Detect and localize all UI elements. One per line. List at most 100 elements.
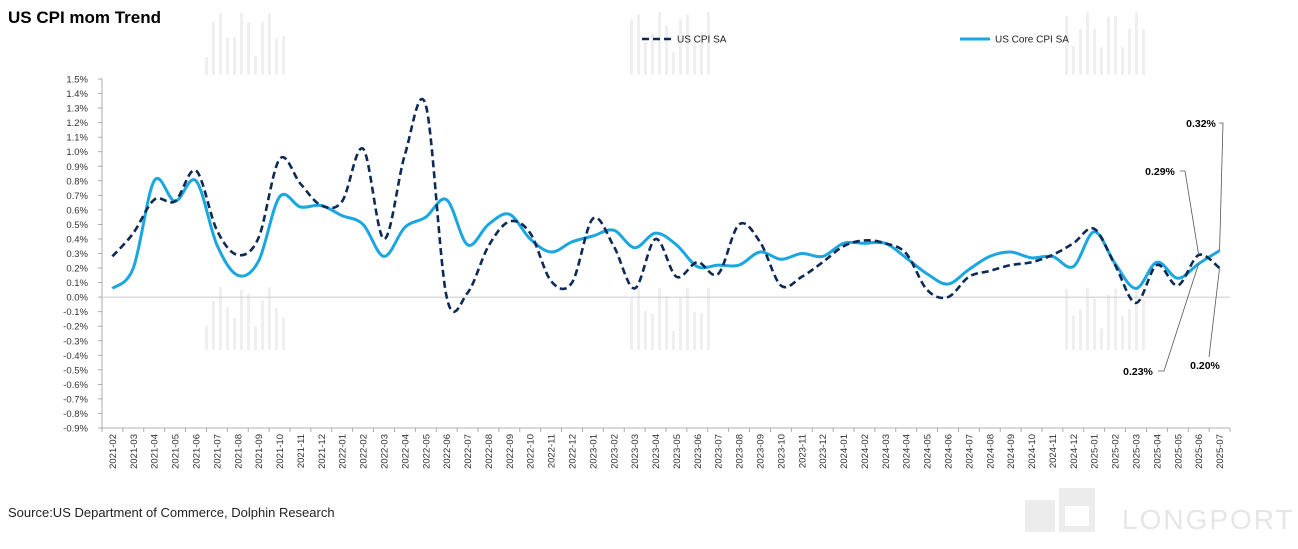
x-tick-label: 2021-12 xyxy=(317,434,328,469)
x-tick-label: 2023-03 xyxy=(630,434,641,469)
x-tick-label: 2021-05 xyxy=(171,434,182,469)
watermark-bar xyxy=(1142,29,1145,75)
y-tick-label: 1.0% xyxy=(66,147,88,158)
watermark-bar xyxy=(1142,299,1145,350)
chart-title: US CPI mom Trend xyxy=(8,8,162,27)
data-label-text: 0.32% xyxy=(1186,118,1216,130)
x-tick-label: 2021-10 xyxy=(275,434,286,469)
y-tick-label: -0.6% xyxy=(63,380,88,391)
x-tick-label: 2024-10 xyxy=(1027,434,1038,469)
x-tick-label: 2022-07 xyxy=(463,434,474,469)
y-tick-label: 1.4% xyxy=(66,89,88,100)
x-tick-label: 2022-08 xyxy=(484,434,495,469)
watermark-bar xyxy=(644,311,647,350)
watermark-bar xyxy=(665,296,668,350)
watermark-layer xyxy=(205,12,1145,350)
watermark-bar xyxy=(665,25,668,75)
x-tick-label: 2021-04 xyxy=(150,434,161,469)
x-tick-label: 2023-01 xyxy=(588,434,599,469)
watermark-bar xyxy=(247,293,250,350)
watermark-bar xyxy=(226,307,229,350)
watermark-mark xyxy=(1065,12,1145,76)
y-tick-label: 0.8% xyxy=(66,176,88,187)
legend-label: US Core CPI SA xyxy=(995,35,1069,46)
watermark-bar xyxy=(261,21,264,75)
watermark-bar xyxy=(1128,28,1131,76)
watermark-bar xyxy=(1121,315,1124,350)
watermark-bar xyxy=(275,307,278,350)
x-tick-label: 2024-01 xyxy=(839,434,850,469)
watermark-bar xyxy=(679,18,682,75)
x-tick-label: 2024-07 xyxy=(964,434,975,469)
legend-label: US CPI SA xyxy=(677,35,727,46)
x-tick-label: 2025-01 xyxy=(1090,434,1101,469)
x-tick-label: 2023-04 xyxy=(651,434,662,469)
watermark-bar xyxy=(1121,46,1124,75)
data-label: 0.32% xyxy=(1186,118,1224,251)
data-label: 0.29% xyxy=(1145,166,1200,256)
series-layer xyxy=(111,97,1221,314)
watermark-bar xyxy=(672,51,675,75)
x-tick-label: 2022-04 xyxy=(400,434,411,469)
y-tick-label: -0.5% xyxy=(63,365,88,376)
x-tick-label: 2024-04 xyxy=(902,434,913,469)
x-tick-label: 2021-11 xyxy=(296,434,307,468)
data-label-text: 0.23% xyxy=(1123,366,1153,378)
watermark-bar xyxy=(693,311,696,350)
x-axis: 2021-02 2021-03 2021-04 2021-05 2021-06 2021-… xyxy=(101,296,1231,469)
watermark-bar xyxy=(1093,28,1096,75)
x-tick-label: 2023-05 xyxy=(672,434,683,469)
watermark-bar xyxy=(651,313,654,350)
x-tick-label: 2024-08 xyxy=(985,434,996,469)
y-tick-label: 0.2% xyxy=(66,264,88,275)
watermark-bar xyxy=(644,41,647,75)
x-tick-label: 2024-11 xyxy=(1048,434,1059,468)
x-tick-label: 2022-02 xyxy=(359,434,370,469)
watermark-bar xyxy=(282,317,285,350)
x-tick-label: 2025-07 xyxy=(1215,434,1226,469)
y-tick-label: -0.8% xyxy=(63,409,88,420)
y-tick-label: 0.1% xyxy=(66,278,88,289)
x-tick-label: 2024-03 xyxy=(881,434,892,469)
watermark-bar xyxy=(686,14,689,75)
longport-logo-icon xyxy=(1025,488,1095,532)
x-tick-label: 2024-12 xyxy=(1069,434,1080,469)
watermark-bar xyxy=(268,13,271,76)
x-tick-label: 2025-02 xyxy=(1111,434,1122,469)
watermark-bar xyxy=(651,33,654,75)
watermark-bar xyxy=(1086,287,1089,350)
x-tick-label: 2022-09 xyxy=(505,434,516,469)
watermark-mark xyxy=(205,287,285,350)
watermark-bar xyxy=(700,313,703,350)
y-tick-label: 0.3% xyxy=(66,249,88,260)
y-tick-label: -0.9% xyxy=(63,424,88,435)
watermark-bar xyxy=(1072,315,1075,350)
x-tick-label: 2021-07 xyxy=(212,434,223,469)
x-tick-label: 2021-09 xyxy=(254,434,265,469)
x-tick-label: 2023-06 xyxy=(693,434,704,469)
leader-line xyxy=(1180,170,1200,256)
x-tick-label: 2022-12 xyxy=(568,434,579,469)
watermark-bar xyxy=(1100,47,1103,75)
watermark-mark xyxy=(630,12,710,76)
watermark-bar xyxy=(1065,16,1068,75)
x-tick-label: 2023-08 xyxy=(735,434,746,469)
watermark-bar xyxy=(693,42,696,75)
y-tick-label: 1.2% xyxy=(66,118,88,129)
watermark-bar xyxy=(1079,309,1082,350)
watermark-bar xyxy=(1100,328,1103,350)
watermark-bar xyxy=(1107,294,1110,350)
watermark-bar xyxy=(212,21,215,75)
x-tick-label: 2025-05 xyxy=(1173,434,1184,469)
y-tick-label: -0.2% xyxy=(63,322,88,333)
y-tick-label: -0.1% xyxy=(63,307,88,318)
watermark-bar xyxy=(212,301,215,350)
y-tick-label: 1.5% xyxy=(66,75,88,86)
x-tick-label: 2022-11 xyxy=(547,434,558,468)
y-tick-label: 1.1% xyxy=(66,133,88,144)
y-tick-label: 0.6% xyxy=(66,205,88,216)
us-cpi-sa-line xyxy=(111,97,1221,314)
watermark-bar xyxy=(233,317,236,350)
x-tick-label: 2025-06 xyxy=(1194,434,1205,469)
